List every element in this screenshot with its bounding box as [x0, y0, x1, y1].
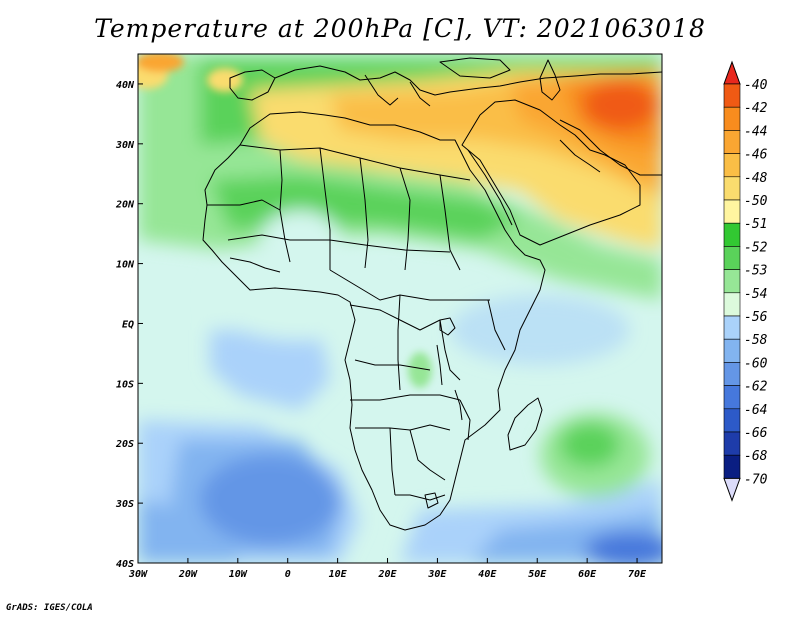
lon-tick-label: 10E [329, 569, 348, 580]
colorbar-swatch [723, 222, 741, 247]
colorbar-swatch [723, 362, 741, 386]
colorbar-swatch [723, 385, 741, 410]
colorbar-label: -62 [744, 380, 768, 395]
lat-tick-label: 10S [116, 379, 134, 390]
lon-tick-label: 30E [427, 569, 447, 580]
colorbar-swatch [723, 246, 741, 270]
colorbar-swatch [723, 431, 741, 456]
longitude-axis: 30W 20W 10W 0 10E 20E 30E 40E 50E 60E 70E [128, 558, 647, 580]
colorbar-label: -53 [744, 264, 767, 279]
lon-tick-label: 40E [478, 569, 497, 580]
lat-tick-label: EQ [122, 319, 134, 330]
colorbar-label: -51 [744, 217, 767, 232]
colorbar-label: -56 [744, 310, 768, 325]
colorbar-label: -46 [744, 148, 768, 163]
colorbar-bottom-cap [723, 477, 741, 502]
colorbar-swatch [723, 315, 741, 340]
lon-tick-label: 10W [229, 569, 248, 580]
latitude-axis: 40N 30N 20N 10N EQ 10S 20S 30S 40S [115, 80, 143, 570]
colorbar-label: -58 [744, 333, 768, 348]
lat-tick-label: 30N [115, 140, 135, 151]
colorbar-label: -50 [744, 194, 768, 209]
lat-tick-label: 20N [115, 200, 135, 211]
colorbar-swatch [723, 269, 741, 294]
colorbar-label: -52 [744, 240, 768, 255]
colorbar-swatch [723, 83, 741, 108]
colorbar-label: -66 [744, 426, 768, 441]
lat-tick-label: 30S [115, 499, 134, 510]
colorbar-swatch [723, 454, 741, 479]
lon-tick-label: 20W [178, 569, 198, 580]
lat-tick-label: 40S [116, 559, 134, 570]
lon-tick-label: 60E [578, 569, 597, 580]
lon-tick-label: 0 [285, 569, 291, 580]
lon-tick-label: 70E [628, 569, 647, 580]
colorbar-swatch [723, 292, 741, 317]
colorbar-swatch [723, 130, 741, 154]
lat-tick-label: 20S [115, 439, 134, 450]
map-title: Temperature at 200hPa [C], VT: 202106301… [94, 14, 706, 43]
colorbar-swatch [723, 338, 741, 363]
colorbar-label: -68 [744, 449, 768, 464]
colorbar-swatch [723, 106, 741, 131]
colorbar-label: -40 [744, 78, 768, 93]
colorbar-label: -70 [744, 472, 768, 487]
grads-credit: GrADS: IGES/COLA [6, 603, 93, 613]
lon-tick-label: 50E [528, 569, 547, 580]
colorbar-label: -44 [744, 124, 767, 139]
lat-tick-label: 10N [116, 260, 135, 271]
colorbar-swatch [723, 199, 741, 224]
colorbar-top-cap [723, 60, 741, 85]
colorbar: -40 -42 -44 -46 -48 -50 -51 -52 -53 -54 -56 -58 -60 -… [723, 60, 768, 502]
lat-tick-label: 40N [116, 80, 135, 91]
lon-tick-label: 30W [128, 569, 148, 580]
colorbar-label: -54 [744, 287, 767, 302]
colorbar-swatch [723, 153, 741, 178]
colorbar-swatch [723, 176, 741, 201]
lon-tick-label: 20E [377, 569, 397, 580]
coastlines [202, 57, 662, 531]
colorbar-label: -48 [744, 171, 768, 186]
temperature-field [138, 54, 662, 563]
colorbar-label: -60 [744, 356, 768, 371]
colorbar-label: -42 [744, 101, 768, 116]
colorbar-label: -64 [744, 403, 767, 418]
plot-frame [137, 53, 663, 564]
colorbar-swatch [723, 408, 741, 433]
